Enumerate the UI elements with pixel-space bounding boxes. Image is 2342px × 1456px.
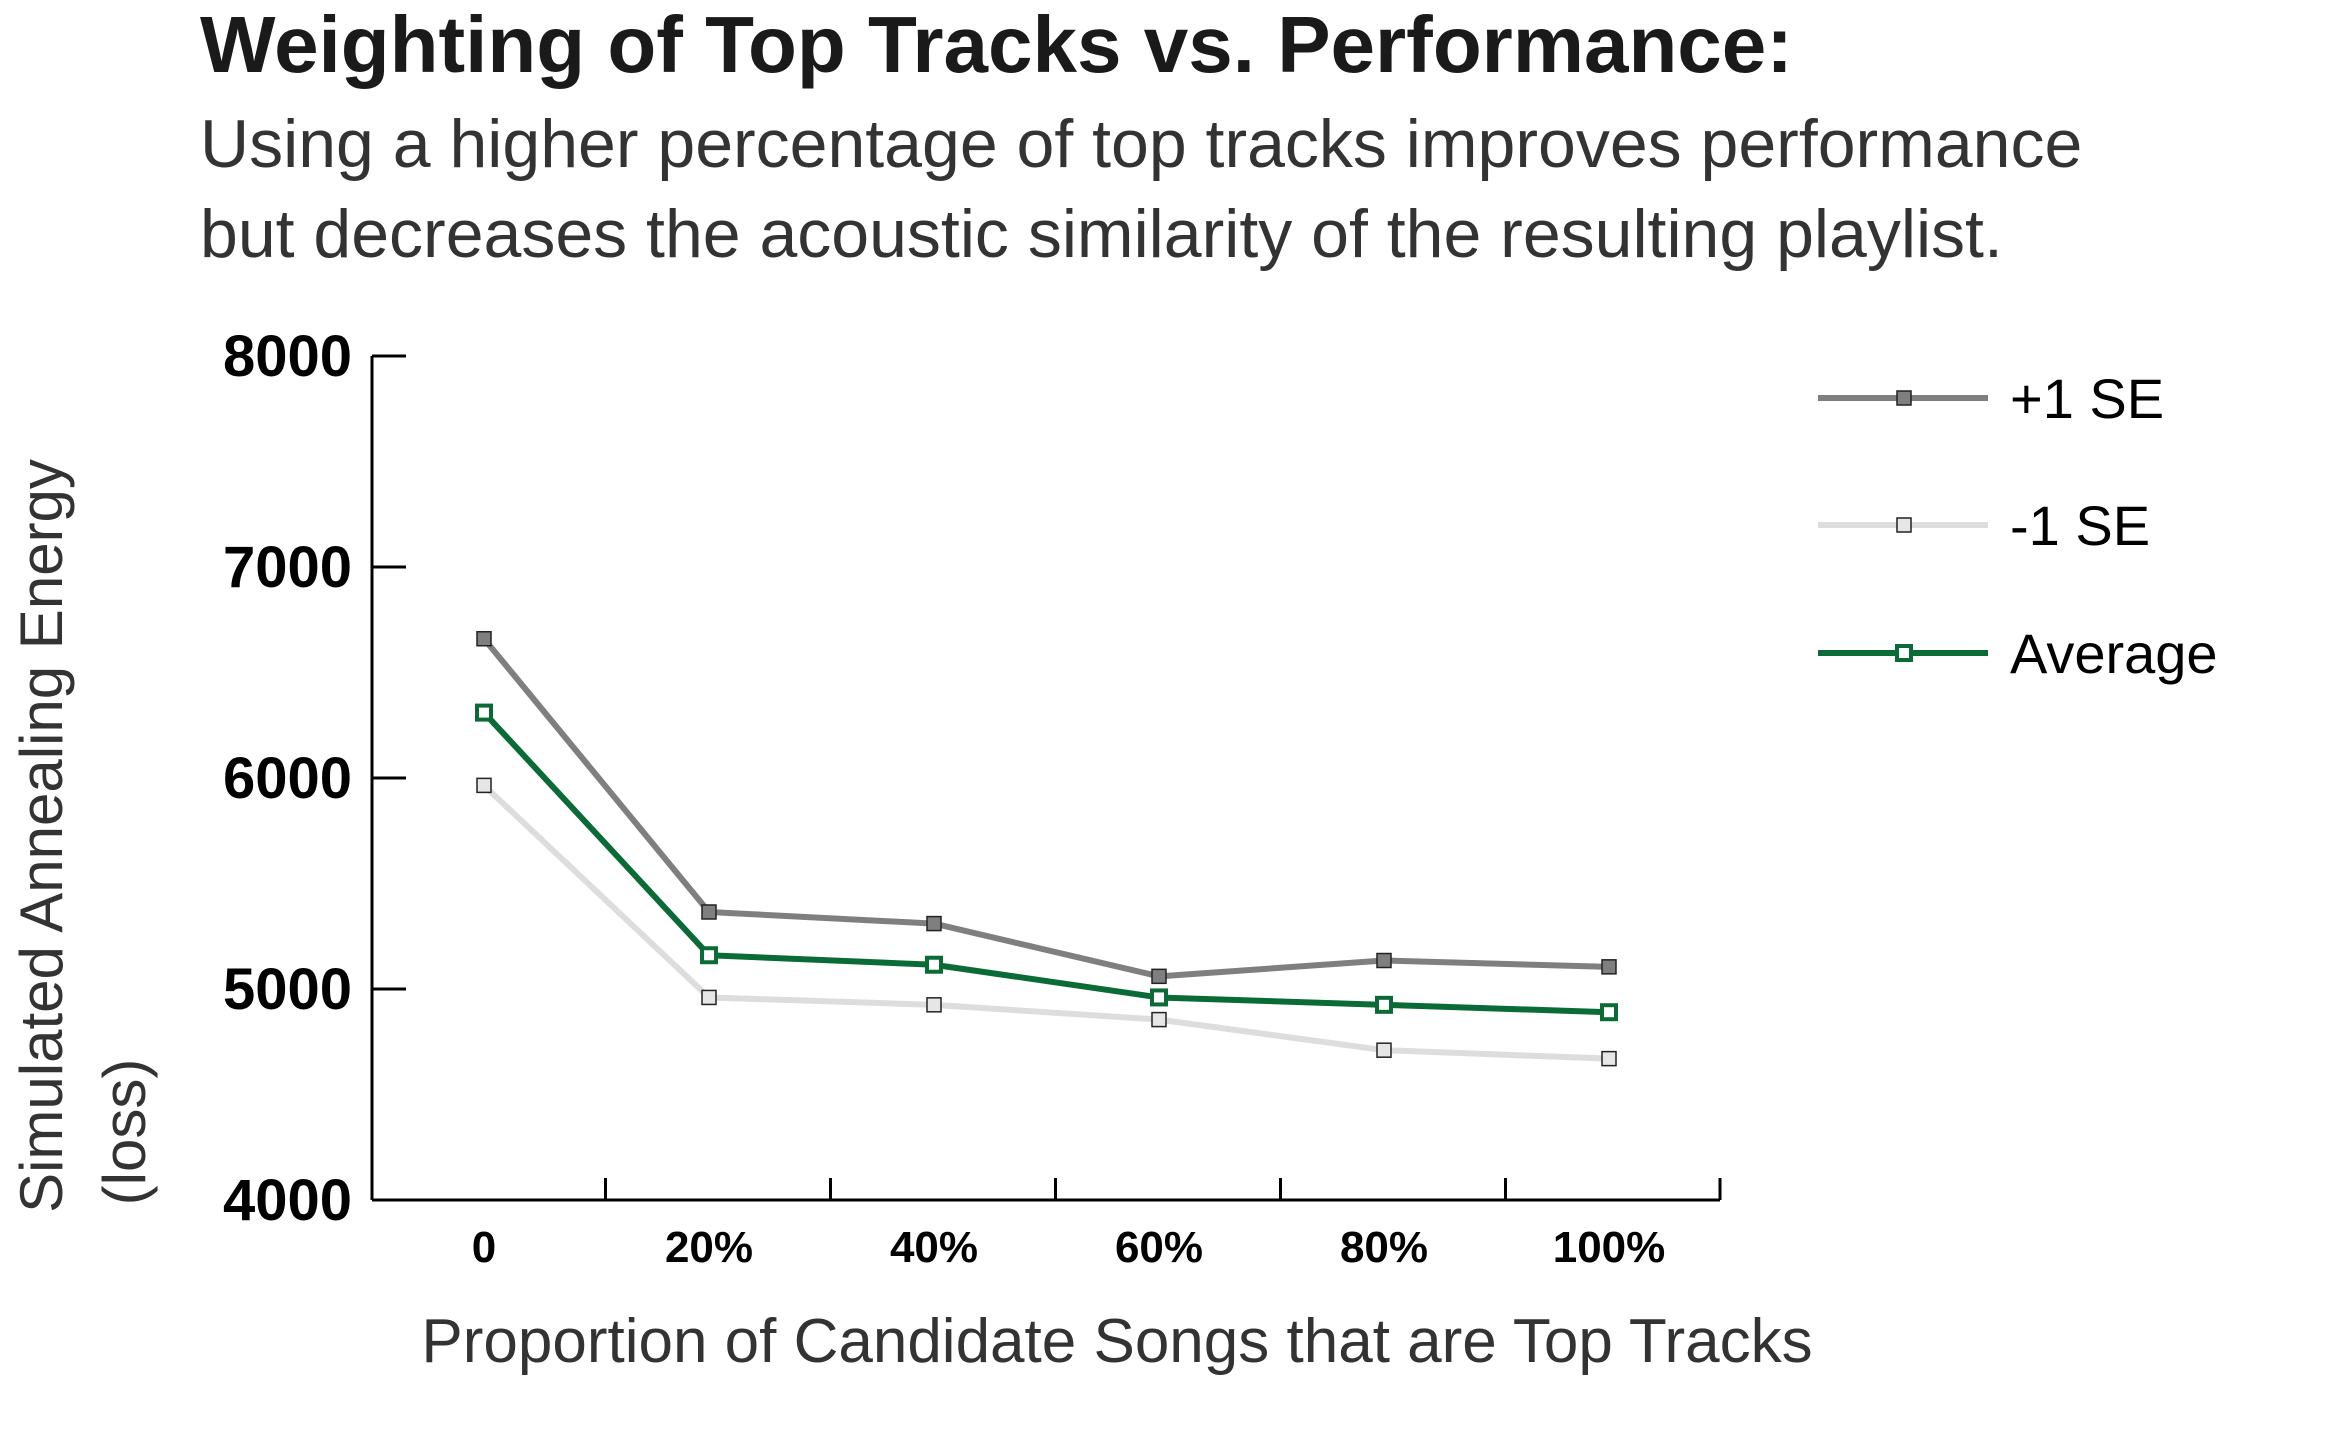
legend: +1 SE -1 SE Average — [1818, 367, 2218, 685]
series-1 — [476, 777, 1617, 1067]
y-axis-label-line-2: (loss) — [91, 1059, 158, 1206]
data-point — [1151, 968, 1167, 985]
legend-entry: +1 SE — [1818, 367, 2164, 430]
data-point — [475, 703, 493, 722]
data-point — [701, 904, 717, 920]
legend-swatch-marker — [1895, 644, 1913, 662]
data-point — [1601, 1050, 1617, 1067]
x-tick-label: 60% — [1115, 1223, 1203, 1272]
data-point — [701, 989, 717, 1006]
y-tick-label: 4000 — [223, 1168, 352, 1233]
plot-area — [475, 630, 1618, 1067]
axes: 4000 5000 6000 7000 8000 0 20% 40% 60% 80% 100% — [223, 324, 1722, 1272]
data-point — [476, 777, 492, 794]
chart-subtitle-line-2: but decreases the acoustic similarity of… — [200, 196, 2003, 272]
x-tick-label: 80% — [1340, 1223, 1428, 1272]
x-axis-label: Proportion of Candidate Songs that are T… — [421, 1307, 1812, 1376]
data-point — [1600, 1003, 1618, 1022]
data-point — [1151, 1011, 1167, 1028]
series-line — [481, 783, 1610, 1062]
y-axis-label: Simulated Annealing Energy (loss) — [8, 459, 158, 1213]
series-2 — [475, 703, 1618, 1022]
title-group: Weighting of Top Tracks vs. Performance:… — [200, 0, 2082, 272]
legend-entry: Average — [1818, 622, 2218, 685]
y-tick-label: 6000 — [223, 746, 352, 811]
legend-swatch-marker — [1896, 517, 1912, 533]
data-point — [1375, 995, 1393, 1014]
series-line — [481, 710, 1610, 1016]
data-point — [1376, 952, 1392, 969]
legend-entry: -1 SE — [1818, 494, 2150, 557]
chart-subtitle-line-1: Using a higher percentage of top tracks … — [200, 106, 2082, 182]
y-tick-label: 7000 — [223, 535, 352, 600]
data-point — [476, 630, 492, 647]
x-tick-label: 20% — [665, 1223, 753, 1272]
series-line — [481, 636, 1610, 980]
y-axis-label-line-1: Simulated Annealing Energy — [8, 459, 75, 1213]
legend-swatch-marker — [1896, 390, 1912, 406]
data-point — [1150, 988, 1168, 1007]
y-tick-label: 5000 — [223, 957, 352, 1022]
x-tick-label: 0 — [472, 1223, 496, 1272]
data-point — [926, 915, 942, 932]
legend-label: +1 SE — [2010, 367, 2164, 430]
data-point — [1376, 1042, 1392, 1058]
data-point — [1601, 959, 1617, 975]
data-point — [926, 997, 942, 1013]
series-0 — [476, 630, 1617, 985]
legend-label: Average — [2010, 622, 2218, 685]
data-point — [700, 946, 718, 965]
data-point — [925, 955, 943, 974]
y-tick-label: 8000 — [223, 324, 352, 389]
legend-label: -1 SE — [2010, 494, 2150, 557]
x-tick-label: 40% — [890, 1223, 978, 1272]
x-tick-label: 100% — [1553, 1223, 1666, 1272]
chart-title: Weighting of Top Tracks vs. Performance: — [200, 0, 1793, 89]
